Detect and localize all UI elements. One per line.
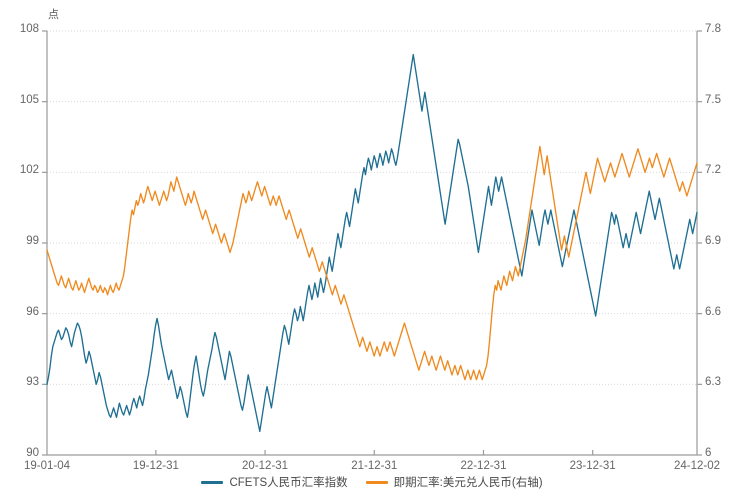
left-axis-tick-label: 90 <box>26 447 39 459</box>
left-axis-tick-label: 93 <box>26 376 39 389</box>
left-axis-tick-label: 99 <box>26 235 39 247</box>
legend-item-1[interactable]: CFETS人民币汇率指数 <box>201 474 348 490</box>
left-axis-tick-label: 96 <box>26 305 39 318</box>
legend-color-swatch <box>201 480 224 484</box>
right-axis-tick-label: 7.2 <box>705 164 721 177</box>
series-line-1 <box>46 53 698 433</box>
x-axis-tick-label: 22-12-31 <box>460 460 507 472</box>
x-axis-tick-label: 21-12-31 <box>351 460 398 472</box>
x-axis-tick-label: 20-12-31 <box>242 460 289 472</box>
x-axis-tick-label: 24-12-02 <box>673 460 721 472</box>
legend-label: CFETS人民币汇率指数 <box>229 477 348 489</box>
data-series <box>46 53 698 433</box>
right-axis-tick-label: 6.6 <box>705 305 721 318</box>
left-axis-tick-label: 102 <box>19 164 39 177</box>
series-line-2 <box>46 145 698 381</box>
left-axis-unit-label: 点 <box>48 9 59 21</box>
x-axis-tick-label: 23-12-31 <box>569 460 616 472</box>
axis-ticks <box>42 30 702 456</box>
right-axis-tick-label: 6 <box>705 447 712 459</box>
x-axis-tick-label: 19-12-31 <box>132 460 179 472</box>
legend-color-swatch <box>365 480 388 484</box>
right-axis-tick-label: 6.9 <box>705 235 721 247</box>
left-axis-tick-label: 108 <box>19 23 39 35</box>
right-axis-tick-label: 7.5 <box>705 93 721 106</box>
left-axis-tick-label: 105 <box>19 93 39 106</box>
right-axis-tick-label: 7.8 <box>705 23 721 35</box>
legend-label: 即期汇率:美元兑人民币(右轴) <box>393 477 543 489</box>
x-axis-tick-label: 19-01-04 <box>23 460 71 472</box>
legend-item-2[interactable]: 即期汇率:美元兑人民币(右轴) <box>365 474 543 490</box>
right-axis-tick-label: 6.3 <box>705 376 721 389</box>
chart-legend: CFETS人民币汇率指数 即期汇率:美元兑人民币(右轴) <box>0 474 744 490</box>
